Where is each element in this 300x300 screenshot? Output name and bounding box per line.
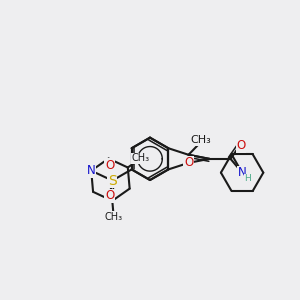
Text: CH₃: CH₃ xyxy=(132,153,150,164)
Text: O: O xyxy=(105,189,114,202)
Text: CH₃: CH₃ xyxy=(105,212,123,222)
Text: N: N xyxy=(87,164,96,177)
Text: O: O xyxy=(105,159,114,172)
Text: CH₃: CH₃ xyxy=(191,135,212,146)
Text: H: H xyxy=(244,174,251,183)
Text: O: O xyxy=(184,156,193,170)
Text: N: N xyxy=(238,166,247,179)
Text: S: S xyxy=(108,174,117,188)
Text: O: O xyxy=(236,139,246,152)
